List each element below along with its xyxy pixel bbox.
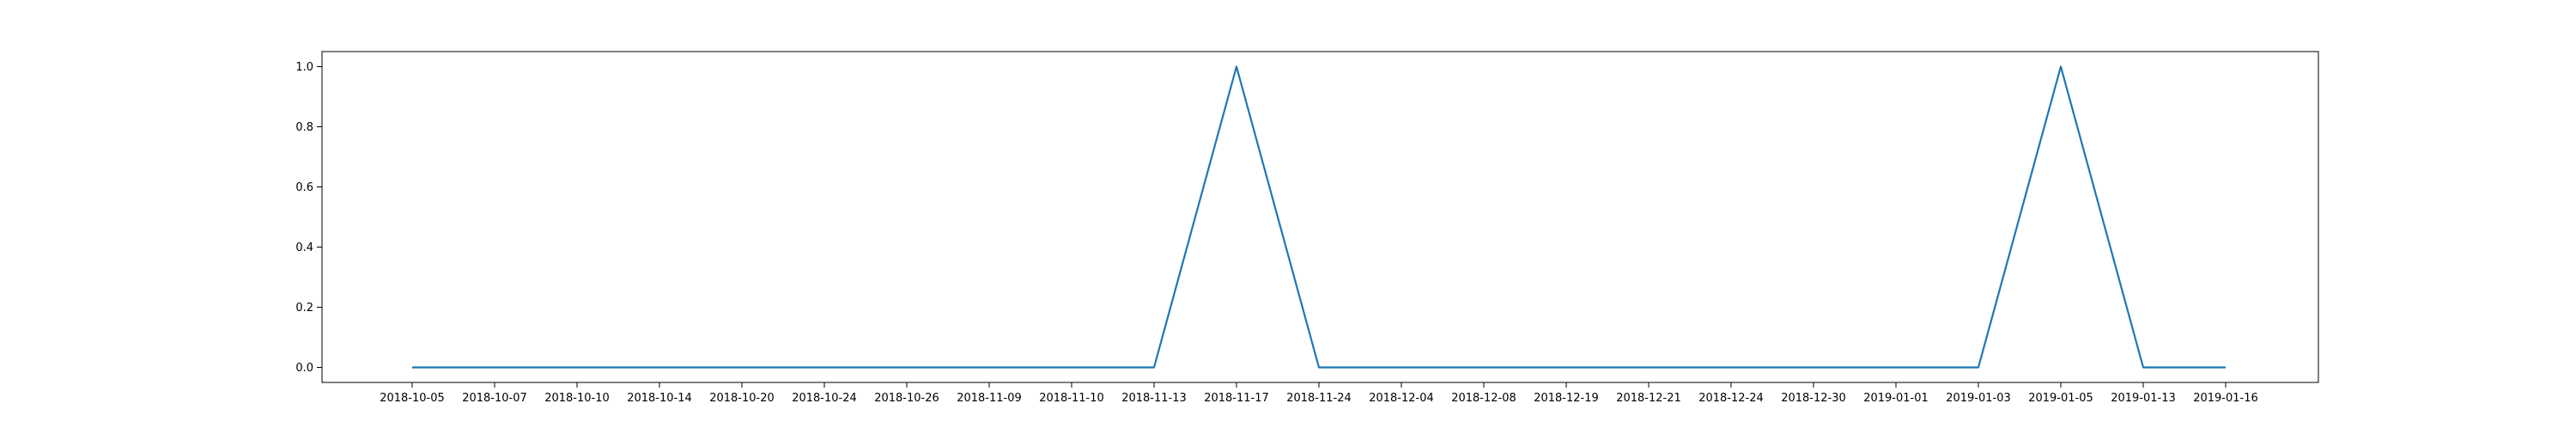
x-tick-label: 2018-12-30 bbox=[1781, 392, 1846, 405]
x-tick-label: 2018-11-09 bbox=[957, 392, 1022, 405]
plot-frame bbox=[321, 51, 2319, 383]
x-axis: 2018-10-05 2018-10-07 2018-10-10 2018-10-14… bbox=[380, 382, 2258, 405]
y-tick-label: 0.6 bbox=[295, 181, 313, 194]
y-tick-label: 1.0 bbox=[295, 61, 313, 74]
x-tick-label: 2018-11-17 bbox=[1204, 392, 1269, 405]
x-tick-label: 2018-12-08 bbox=[1451, 392, 1516, 405]
x-tick-label: 2018-10-10 bbox=[544, 392, 610, 405]
x-tick-label: 2019-01-05 bbox=[2028, 392, 2093, 405]
x-tick-label: 2018-11-10 bbox=[1039, 392, 1104, 405]
y-tick-label: 0.2 bbox=[295, 302, 313, 315]
x-tick-label: 2018-10-14 bbox=[627, 392, 692, 405]
x-tick-label: 2019-01-03 bbox=[1946, 392, 2011, 405]
x-tick-label: 2018-12-04 bbox=[1369, 392, 1434, 405]
x-tick-label: 2018-10-07 bbox=[462, 392, 527, 405]
x-tick-label: 2018-11-24 bbox=[1286, 392, 1352, 405]
x-tick-label: 2019-01-13 bbox=[2111, 392, 2176, 405]
x-tick-label: 2018-11-13 bbox=[1121, 392, 1187, 405]
series-layer bbox=[412, 65, 2226, 369]
x-tick-label: 2018-12-21 bbox=[1616, 392, 1681, 405]
x-tick-label: 2018-10-24 bbox=[792, 392, 857, 405]
x-tick-label: 2018-12-24 bbox=[1698, 392, 1764, 405]
x-tick-label: 2018-10-05 bbox=[380, 392, 445, 405]
plot-area bbox=[322, 52, 2318, 382]
x-tick-label: 2018-12-19 bbox=[1534, 392, 1599, 405]
y-axis: 0.0 0.2 0.4 0.6 0.8 1.0 bbox=[295, 61, 322, 375]
x-tick-label: 2019-01-16 bbox=[2193, 392, 2258, 405]
series-line bbox=[412, 65, 2226, 369]
x-tick-label: 2018-10-26 bbox=[874, 392, 939, 405]
x-tick-label: 2018-10-20 bbox=[709, 392, 775, 405]
y-tick-label: 0.8 bbox=[295, 121, 313, 134]
x-tick-label: 2019-01-01 bbox=[1863, 392, 1929, 405]
y-tick-label: 0.4 bbox=[295, 241, 313, 254]
y-tick-label: 0.0 bbox=[295, 362, 313, 375]
